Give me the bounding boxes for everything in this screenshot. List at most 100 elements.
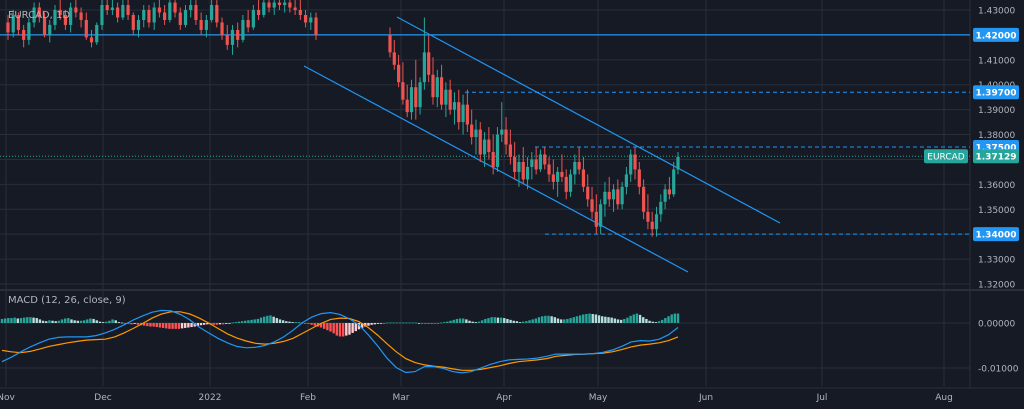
macd-histogram-bar <box>424 323 427 324</box>
candle-body <box>121 5 125 18</box>
candle-body <box>42 17 47 35</box>
candle-body <box>189 5 193 10</box>
candle-body <box>444 89 448 105</box>
macd-histogram-bar <box>540 316 544 323</box>
macd-histogram-bar <box>57 320 61 323</box>
price-label-badge <box>973 85 1019 100</box>
macd-histogram-bar <box>240 321 244 323</box>
macd-histogram-bar <box>158 323 162 328</box>
macd-histogram-bar <box>667 316 670 323</box>
candle-body <box>262 2 266 15</box>
macd-histogram-bar <box>3 318 7 323</box>
macd-histogram-bar <box>364 323 367 327</box>
candle-body <box>620 186 624 205</box>
price-tick-label: 1.39000 <box>978 106 1015 116</box>
macd-histogram-bar <box>225 323 228 324</box>
macd-histogram-bar <box>484 318 487 323</box>
candle-body <box>136 19 141 30</box>
macd-histogram-bar <box>89 318 92 323</box>
macd-histogram-bar <box>613 318 617 323</box>
macd-histogram-bar <box>38 319 42 323</box>
macd-legend[interactable]: MACD (12, 26, close, 9) <box>8 295 126 306</box>
candle-body <box>283 2 287 6</box>
candle-body <box>586 186 590 200</box>
macd-histogram-bar <box>108 320 111 323</box>
candle-body <box>277 2 282 6</box>
macd-histogram-bar <box>673 313 677 323</box>
macd-histogram-bar <box>51 320 54 323</box>
macd-histogram-bar <box>63 318 67 323</box>
macd-histogram-bar <box>32 317 35 323</box>
time-tick-label: Feb <box>300 393 316 403</box>
macd-histogram-bar <box>379 323 383 324</box>
macd-histogram-bar <box>98 321 102 323</box>
macd-histogram-bar <box>550 316 553 323</box>
macd-histogram-bar <box>29 317 32 323</box>
macd-histogram-bar <box>0 318 4 323</box>
macd-histogram-bar <box>76 320 80 323</box>
channel-lower-line[interactable] <box>303 65 689 273</box>
macd-histogram-bar <box>525 321 528 323</box>
candle-body <box>142 10 146 20</box>
price-tick-label: 1.32000 <box>978 281 1015 291</box>
macd-histogram-bar <box>670 314 673 323</box>
macd-histogram-bar <box>411 322 414 324</box>
macd-histogram-bar <box>67 318 70 323</box>
candle-body <box>220 22 224 35</box>
macd-histogram-bar <box>414 322 418 324</box>
candle-body <box>633 154 637 170</box>
candle-body <box>457 102 461 123</box>
candle-body <box>388 34 392 53</box>
macd-histogram-bar <box>408 322 411 324</box>
macd-histogram-bar <box>54 321 57 323</box>
macd-histogram-bar <box>616 319 620 323</box>
macd-histogram-bar <box>228 323 231 324</box>
macd-histogram-bar <box>70 319 73 323</box>
candle-body <box>110 7 115 10</box>
candle-body <box>116 7 120 18</box>
symbol-legend[interactable]: EURCAD, 1D <box>8 10 70 21</box>
macd-histogram-bar <box>506 318 509 323</box>
macd-histogram-bar <box>468 320 471 323</box>
macd-histogram-bar <box>386 322 389 324</box>
macd-histogram-bar <box>458 318 462 323</box>
candle-body <box>568 174 573 192</box>
time-tick-label: Jul <box>816 393 828 403</box>
time-axis[interactable]: Nov Dec 2022 Feb Mar Apr May Jun Jul Aug <box>0 393 953 403</box>
macd-histogram-bar <box>196 323 200 327</box>
candle-body <box>676 156 680 170</box>
drawings[interactable] <box>0 16 970 273</box>
candle-body <box>95 24 99 43</box>
candle-body <box>314 17 318 35</box>
candle-body <box>534 159 538 170</box>
macd-histogram-bar <box>642 317 645 323</box>
time-tick-label: Nov <box>0 393 15 403</box>
macd-histogram-bar <box>645 318 648 323</box>
macd-histogram-bar <box>86 319 89 323</box>
macd-histogram-bar <box>332 323 335 334</box>
symbol-badge <box>924 149 968 164</box>
macd-histogram-bar <box>600 316 604 323</box>
candle-body <box>513 156 517 172</box>
macd-histogram-bar <box>48 320 51 323</box>
macd-histogram-bar <box>547 315 550 323</box>
price-tick-label: 1.36000 <box>978 181 1015 191</box>
candle-body <box>84 19 88 38</box>
macd-histogram-bar <box>531 319 534 323</box>
macd-histogram-bar <box>597 315 601 323</box>
candle-body <box>611 189 616 200</box>
macd-histogram-bar <box>152 323 155 327</box>
candle-body <box>6 22 10 33</box>
macd-histogram-bar <box>7 318 10 323</box>
price-tick-label: 1.35000 <box>978 206 1015 216</box>
macd-histogram-bar <box>626 317 629 323</box>
macd-histogram-bar <box>389 322 392 324</box>
candle-body <box>58 10 62 15</box>
macd-histogram-bar <box>544 315 547 323</box>
channel-upper-line[interactable] <box>396 16 781 224</box>
candle-body <box>487 139 491 152</box>
price-label-badge <box>973 27 1019 42</box>
macd-histogram-bar <box>161 323 165 328</box>
